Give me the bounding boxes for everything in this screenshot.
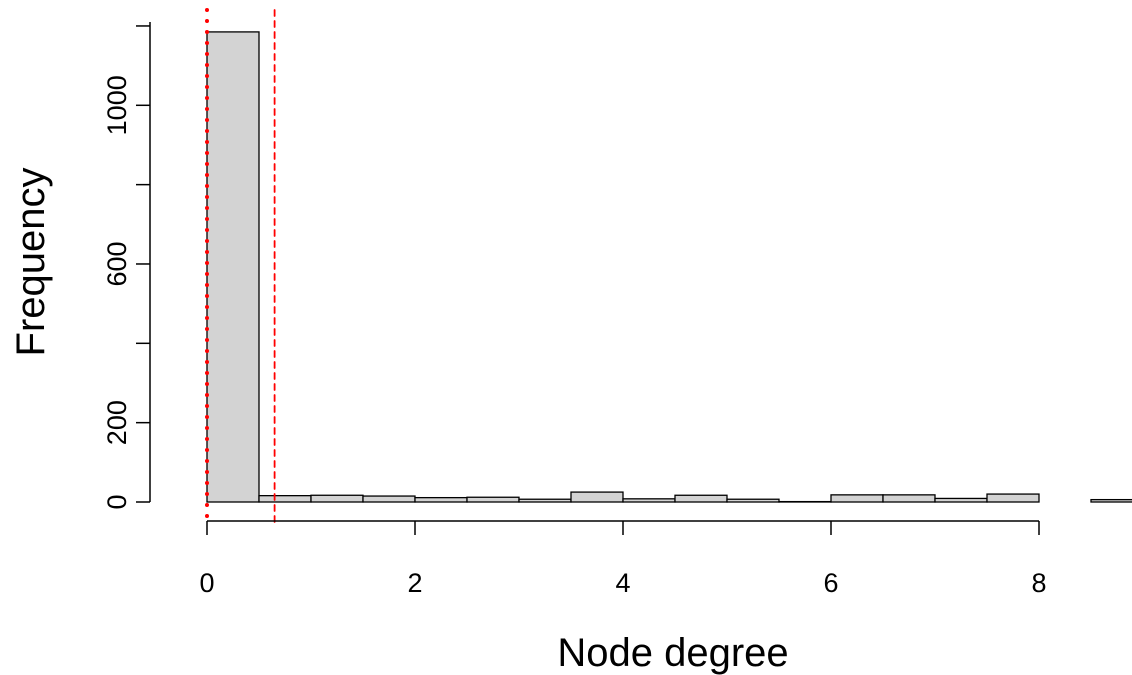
reference-lines <box>205 8 276 524</box>
y-tick-label: 200 <box>102 400 132 445</box>
histogram-bars <box>206 31 1132 503</box>
histogram-bar <box>1090 498 1132 503</box>
histogram-bar <box>726 498 780 503</box>
histogram-bar <box>518 498 572 503</box>
histogram-bar <box>414 496 468 503</box>
x-tick-label: 8 <box>1031 568 1046 598</box>
x-tick-label: 4 <box>615 568 630 598</box>
y-tick-label: 0 <box>102 494 132 509</box>
histogram-bar <box>674 494 728 503</box>
x-tick-label: 0 <box>199 568 214 598</box>
y-axis-title: Frequency <box>9 168 53 357</box>
x-axis: 0 2 4 6 8 <box>199 520 1047 598</box>
histogram-bar <box>934 497 988 503</box>
y-tick-label: 1000 <box>102 75 132 135</box>
histogram-bar <box>570 491 624 503</box>
histogram-bar <box>882 494 936 503</box>
x-tick-label: 6 <box>823 568 838 598</box>
histogram-bar <box>986 493 1040 503</box>
x-axis-title: Node degree <box>557 631 788 675</box>
histogram-bar <box>622 498 676 503</box>
histogram-bar <box>830 494 884 503</box>
y-tick-label: 600 <box>102 241 132 286</box>
histogram-bar <box>206 31 260 503</box>
histogram-bar <box>258 495 312 503</box>
y-axis: 0 200 600 1000 <box>102 22 151 510</box>
histogram-bar <box>310 494 364 503</box>
x-tick-label: 2 <box>407 568 422 598</box>
histogram-bar <box>362 495 416 503</box>
histogram-bar <box>466 496 520 503</box>
